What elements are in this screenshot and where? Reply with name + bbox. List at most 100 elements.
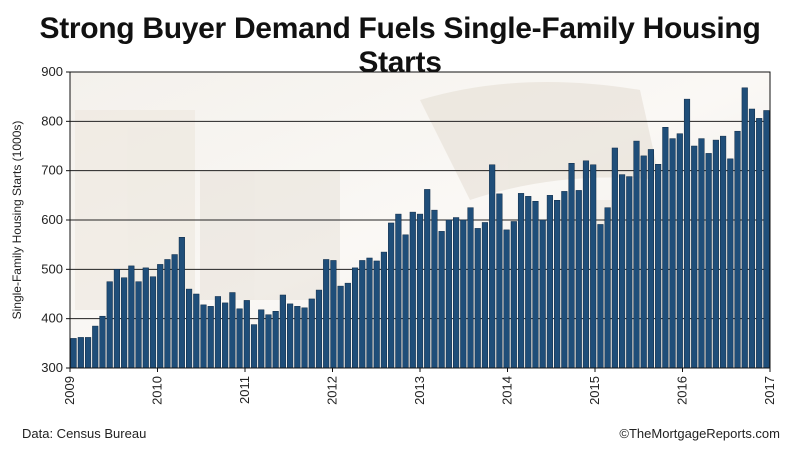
bar (200, 304, 207, 369)
x-tick-label: 2014 (500, 376, 515, 405)
bar (489, 164, 496, 369)
bar (424, 189, 431, 369)
bar (669, 138, 676, 369)
x-tick-label: 2010 (150, 376, 165, 405)
bar (243, 300, 250, 369)
bar (554, 200, 561, 369)
bar (510, 221, 517, 369)
x-tick-label: 2016 (675, 376, 690, 405)
x-tick-label: 2017 (762, 376, 777, 405)
bar (186, 288, 193, 369)
y-axis: 300 400 500 600 700 800 900 (41, 64, 70, 375)
bar (236, 308, 243, 369)
bar (272, 311, 279, 369)
bar (113, 269, 120, 369)
y-tick-label: 800 (41, 113, 63, 128)
bar (171, 254, 178, 369)
bar (597, 224, 604, 369)
bar (121, 277, 128, 369)
bar (568, 163, 575, 369)
bar (683, 98, 691, 369)
bar (149, 276, 157, 369)
bar (142, 267, 149, 369)
bar (330, 260, 337, 369)
bar (438, 231, 445, 369)
bar (698, 138, 705, 369)
bar (315, 289, 323, 369)
bar (207, 306, 214, 369)
bar (474, 228, 481, 369)
bar (619, 174, 626, 369)
bar (496, 193, 503, 369)
bar (70, 338, 77, 369)
bar (727, 158, 734, 369)
bar (705, 153, 712, 369)
bar (647, 149, 654, 369)
bar (561, 191, 568, 369)
bar (662, 127, 669, 369)
bar (604, 207, 611, 369)
bar (409, 211, 416, 369)
bar (214, 296, 221, 369)
bar (756, 118, 763, 369)
bar (655, 164, 662, 369)
bar (640, 155, 647, 369)
bar (460, 219, 467, 369)
bar (453, 217, 460, 369)
y-tick-label: 300 (41, 360, 63, 375)
bar (416, 213, 424, 369)
bar (388, 222, 395, 369)
bar (279, 294, 286, 369)
x-tick-label: 2012 (325, 376, 340, 405)
bar (741, 87, 748, 369)
bar (763, 110, 770, 369)
y-tick-label: 900 (41, 64, 63, 79)
chart-title: Strong Buyer Demand Fuels Single-Family … (39, 12, 761, 79)
bar (626, 176, 633, 369)
bar (373, 260, 380, 369)
bar (575, 190, 582, 369)
bar (178, 237, 185, 369)
bar (691, 145, 698, 369)
source-note: Data: Census Bureau (22, 426, 147, 441)
bar (380, 251, 387, 369)
bar (294, 306, 301, 369)
x-axis: 2009 2010 2011 2012 2013 2014 2015 2016 2017 (62, 368, 777, 405)
bar (135, 281, 142, 369)
bar (712, 139, 719, 369)
bar (633, 140, 640, 369)
bar (301, 307, 308, 369)
bar (590, 164, 597, 369)
y-tick-label: 600 (41, 212, 63, 227)
bar (366, 257, 373, 369)
x-tick-label: 2015 (587, 376, 602, 405)
bar (229, 292, 236, 369)
bar (395, 213, 402, 369)
bar (258, 309, 265, 369)
y-tick-label: 400 (41, 311, 63, 326)
y-axis-label: Single-Family Housing Starts (1000s) (10, 121, 24, 320)
bar (539, 219, 546, 369)
bar (676, 133, 683, 369)
bar (164, 259, 171, 369)
bar (128, 265, 135, 369)
bar (525, 196, 532, 369)
bar (582, 160, 590, 369)
bar (92, 325, 99, 369)
credit-note: ©TheMortgageReports.com (619, 426, 780, 441)
bar (546, 195, 553, 369)
bar (734, 130, 741, 369)
bar (611, 147, 618, 369)
bar (720, 135, 727, 369)
bar (532, 201, 539, 369)
bar (467, 207, 474, 369)
x-tick-label: 2009 (62, 376, 77, 405)
bar (748, 108, 756, 369)
bar (287, 303, 294, 369)
bar (402, 234, 409, 369)
bar (157, 264, 164, 369)
bar (250, 324, 258, 369)
bar (106, 281, 113, 369)
bar (431, 209, 438, 369)
